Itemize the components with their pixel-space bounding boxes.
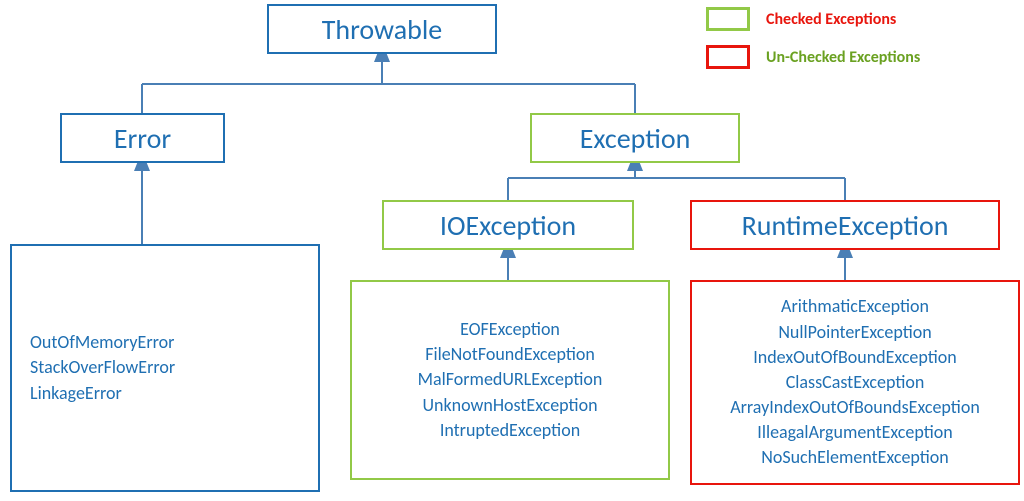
legend-swatch-checked [706,7,750,31]
list-item: IlleagalArgumentException [757,420,952,445]
list-item: EOFException [460,317,560,342]
node-runtimeexception-label: RuntimeException [742,208,949,243]
list-error: OutOfMemoryErrorStackOverFlowErrorLinkag… [10,244,320,492]
node-throwable-label: Throwable [322,12,443,47]
list-item: MalFormedURLException [418,367,603,392]
node-error: Error [60,113,225,163]
list-item: ArithmaticException [781,294,929,319]
list-item: ClassCastException [786,370,925,395]
node-exception-label: Exception [580,121,691,156]
list-item: IndexOutOfBoundException [753,345,957,370]
legend-swatch-unchecked [706,45,750,69]
list-item: NoSuchElementException [761,445,949,470]
legend-label-checked: Checked Exceptions [766,10,896,29]
node-error-label: Error [114,121,171,156]
node-exception: Exception [530,113,740,163]
list-item: OutOfMemoryError [30,330,174,355]
list-item: StackOverFlowError [30,355,175,380]
list-item: LinkageError [30,381,122,406]
node-runtimeexception: RuntimeException [690,200,1000,250]
list-runtimeexception: ArithmaticExceptionNullPointerExceptionI… [690,280,1020,485]
node-throwable: Throwable [267,4,497,54]
list-item: ArrayIndexOutOfBoundsException [730,395,980,420]
list-item: FileNotFoundException [425,342,595,367]
node-ioexception: IOException [382,200,634,250]
list-item: NullPointerException [778,320,931,345]
list-item: UnknownHostException [422,393,597,418]
legend-label-unchecked: Un-Checked Exceptions [766,48,920,67]
list-ioexception: EOFExceptionFileNotFoundExceptionMalForm… [350,280,670,480]
list-item: IntruptedException [440,418,580,443]
node-ioexception-label: IOException [440,208,576,243]
